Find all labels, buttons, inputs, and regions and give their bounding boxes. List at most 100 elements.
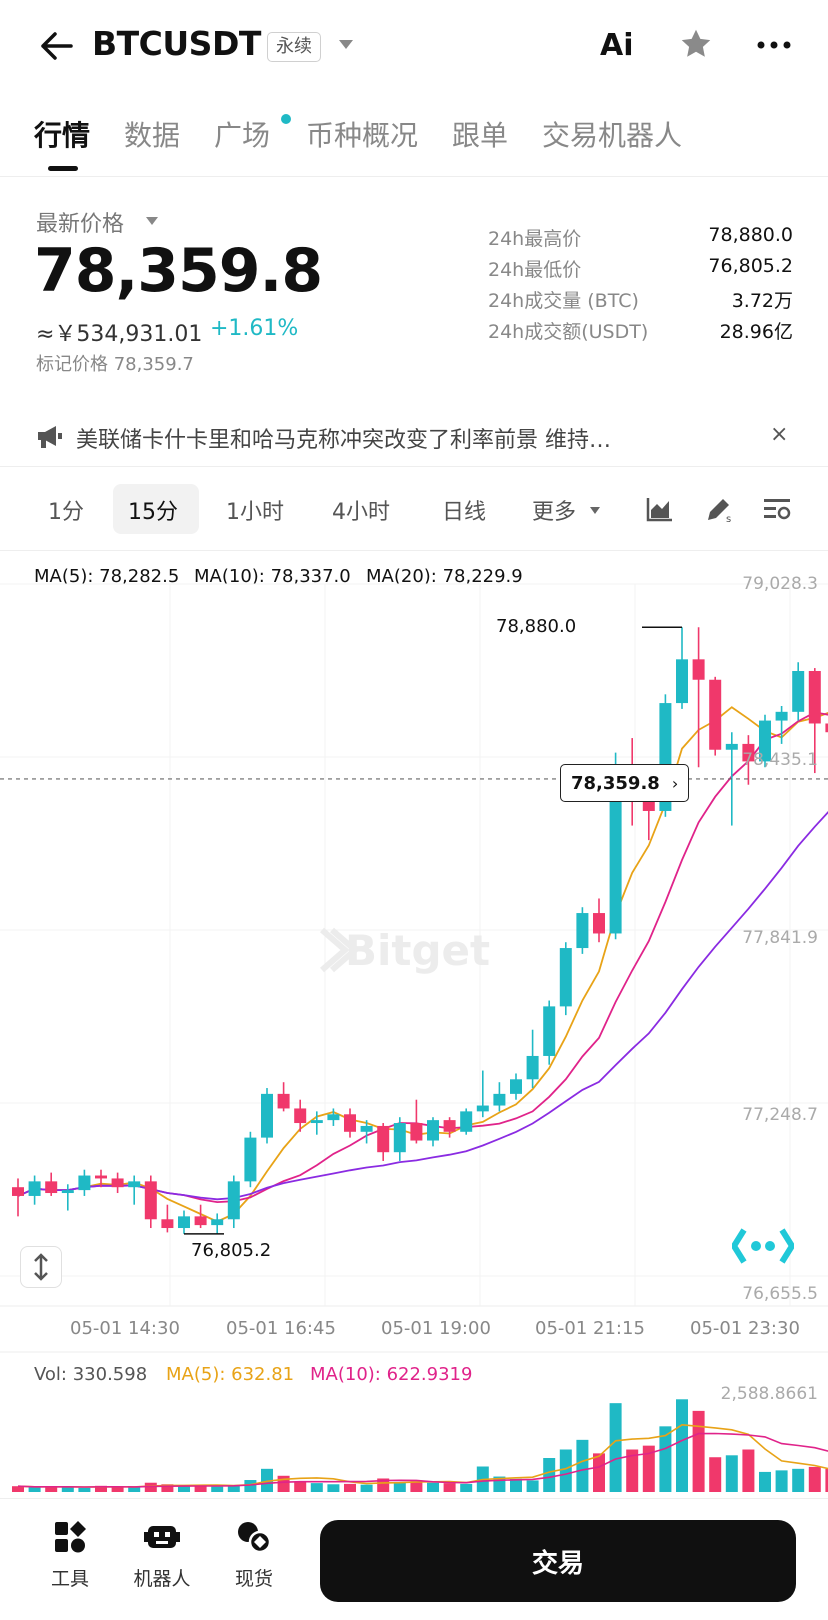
ma5-legend: MA(5): 78,282.5	[34, 566, 180, 587]
vertical-expand-icon	[34, 1253, 48, 1281]
candle-body	[676, 659, 688, 704]
stat-low-label: 24h最低价	[488, 259, 582, 281]
volume-bar	[377, 1478, 390, 1492]
ai-button[interactable]: Ai	[600, 28, 634, 63]
news-ticker-text[interactable]: 美联储卡什卡里和哈马克称冲突改变了利率前景 维持…	[76, 428, 611, 453]
interval-1h[interactable]: 1小时	[226, 500, 284, 525]
drawing-tools-button[interactable]: s	[704, 494, 736, 528]
x-tick: 05-01 21:15	[535, 1318, 645, 1339]
nav-robot-label: 机器人	[133, 1568, 191, 1590]
high-price-label: 78,880.0	[496, 616, 577, 637]
current-price-value: 78,359.8	[571, 772, 660, 794]
volume-bar	[792, 1468, 805, 1492]
symbol-title[interactable]: BTCUSDT	[92, 24, 261, 63]
candle-body	[725, 743, 738, 750]
volume-bar	[526, 1480, 539, 1492]
candle-body	[742, 743, 755, 762]
candle-body	[310, 1120, 323, 1124]
volume-bar	[393, 1481, 406, 1492]
header-bar	[0, 0, 828, 96]
tab-trading-bot[interactable]: 交易机器人	[542, 119, 683, 152]
tab-data[interactable]: 数据	[124, 119, 181, 152]
volume-bar	[211, 1486, 224, 1492]
tab-coin-overview[interactable]: 币种概况	[306, 119, 419, 152]
volume-bar	[310, 1483, 323, 1492]
candle-body	[344, 1114, 356, 1132]
interval-1m[interactable]: 1分	[48, 500, 84, 525]
pen-draw-icon: s	[708, 499, 731, 525]
candle-body	[792, 670, 805, 712]
candle-body	[775, 711, 788, 721]
nav-tools[interactable]: 工具	[30, 1520, 110, 1591]
interval-15m[interactable]: 15分	[128, 500, 178, 525]
candle-body	[244, 1137, 257, 1182]
candle-body	[709, 679, 722, 750]
more-caret-icon[interactable]	[590, 507, 600, 514]
candle-body	[78, 1175, 91, 1191]
svg-text:s: s	[726, 514, 731, 524]
volume-bar	[759, 1471, 771, 1492]
trade-button[interactable]: 交易	[320, 1520, 796, 1602]
nav-spot-label: 现货	[234, 1568, 273, 1590]
chart-type-button[interactable]	[646, 496, 674, 526]
volume-bar	[360, 1484, 373, 1492]
tab-square[interactable]: 广场	[214, 119, 271, 152]
candle-body	[194, 1216, 207, 1226]
volume-bar	[659, 1426, 672, 1492]
volume-bar	[825, 1468, 828, 1492]
indicator-settings-button[interactable]	[762, 496, 792, 526]
candle-body	[609, 773, 622, 934]
stat-high-label: 24h最高价	[488, 228, 582, 250]
y-tick: 77,248.7	[742, 1105, 818, 1125]
volume-bar	[725, 1455, 738, 1492]
stat-volume-value: 3.72万	[731, 290, 793, 312]
volume-bar	[61, 1486, 74, 1492]
chart-scale-button[interactable]	[20, 1246, 62, 1288]
candle-body	[692, 659, 705, 680]
volume-ma5-legend: MA(5): 632.81	[166, 1364, 295, 1385]
volume-bar	[642, 1445, 655, 1492]
nav-robot[interactable]: 机器人	[122, 1520, 202, 1591]
volume-bar	[327, 1484, 340, 1492]
interval-daily[interactable]: 日线	[442, 500, 487, 525]
divider	[0, 550, 828, 551]
ai-assistant-float-button[interactable]	[730, 1226, 796, 1270]
volume-bar	[410, 1481, 423, 1492]
volume-bar	[178, 1485, 190, 1492]
back-button[interactable]	[36, 26, 76, 66]
interval-more[interactable]: 更多	[532, 500, 577, 525]
current-price-tag[interactable]: 78,359.8 ›	[560, 764, 690, 802]
tab-market[interactable]: 行情	[34, 119, 91, 152]
interval-4h[interactable]: 4小时	[332, 500, 390, 525]
y-tick: 76,655.5	[742, 1284, 818, 1304]
favorite-button[interactable]	[678, 26, 714, 66]
volume-bar	[576, 1439, 589, 1492]
news-close-button[interactable]: ×	[770, 422, 789, 447]
ma-line	[17, 810, 828, 1201]
more-menu-button[interactable]	[756, 30, 792, 64]
candle-body	[327, 1114, 340, 1121]
volume-bar	[593, 1453, 605, 1492]
nav-spot[interactable]: 现货	[214, 1520, 294, 1591]
candle-body	[759, 720, 771, 762]
volume-bar	[194, 1486, 207, 1492]
price-chart[interactable]: Bitget	[0, 550, 828, 1500]
cny-price: ≈￥534,931.01	[36, 322, 203, 347]
y-tick: 78,435.1	[742, 750, 818, 770]
last-price-label[interactable]: 最新价格	[36, 212, 125, 237]
candle-body	[294, 1108, 307, 1124]
divider	[0, 1498, 828, 1499]
volume-bar	[45, 1486, 58, 1492]
volume-bar	[460, 1483, 473, 1492]
stat-low-value: 76,805.2	[708, 255, 793, 277]
volume-bar	[161, 1484, 174, 1492]
candle-body	[476, 1105, 489, 1112]
price-change-percent: +1.61%	[210, 316, 299, 341]
tab-copy-trading[interactable]: 跟单	[452, 119, 509, 152]
stat-turnover-label: 24h成交额(USDT)	[488, 321, 649, 343]
divider	[0, 176, 828, 177]
spot-coins-icon	[238, 1522, 272, 1554]
symbol-dropdown-caret-icon[interactable]	[339, 40, 353, 49]
price-type-caret-icon[interactable]	[146, 217, 158, 225]
candle-body	[410, 1123, 423, 1141]
